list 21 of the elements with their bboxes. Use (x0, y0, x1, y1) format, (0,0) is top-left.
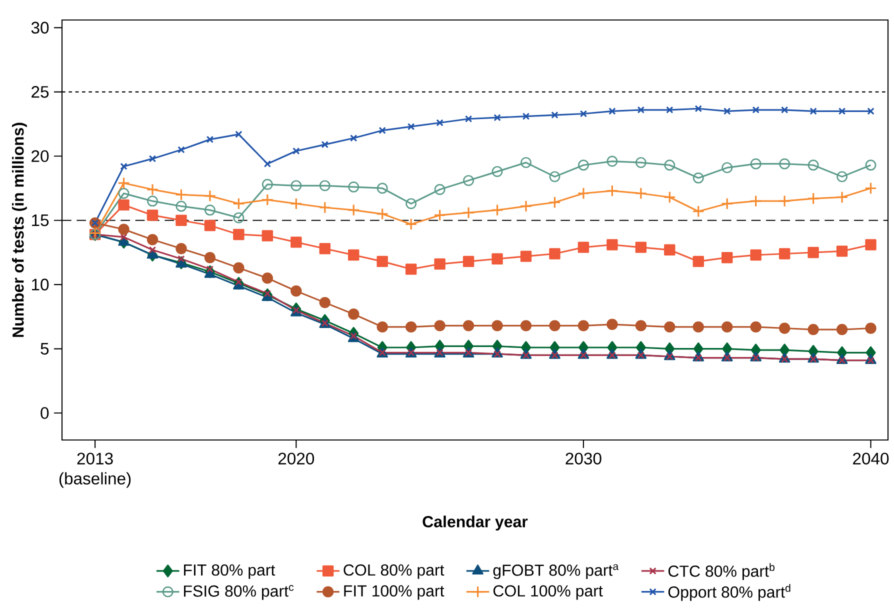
y-tick-label: 15 (32, 214, 49, 226)
y-tick-label: 10 (32, 278, 49, 290)
x-tick-label: 2020 (278, 452, 314, 464)
y-tick-label: 20 (32, 150, 49, 162)
x-tick-label: 2013 (baseline) (59, 452, 131, 488)
y-axis-title: Number of tests (in millions) (12, 122, 27, 337)
y-tick-label: 5 (40, 342, 49, 355)
legend-label: Opport 80% part$^{d}$ (668, 584, 790, 601)
legend-label: COL 80% part (344, 564, 444, 579)
x-tick-label: 2030 (566, 452, 602, 464)
legend-label: CTC 80% part$^{b}$ (668, 563, 774, 580)
y-tick-label: 30 (31, 22, 49, 34)
x-axis-title: Calendar year (422, 516, 528, 531)
legend-label: FSIG 80% part$^{c}$ (184, 585, 294, 600)
x-tick-label: 2040 (853, 452, 889, 464)
legend-label: gFOBT 80% part$^{a}$ (493, 564, 619, 580)
legend-label: FIT 100% part (344, 585, 444, 600)
legend-label: COL 100% part (493, 585, 603, 600)
y-tick-label: 25 (32, 86, 49, 98)
y-tick-label: 0 (40, 407, 49, 419)
legend-label: FIT 80% part (184, 564, 276, 579)
